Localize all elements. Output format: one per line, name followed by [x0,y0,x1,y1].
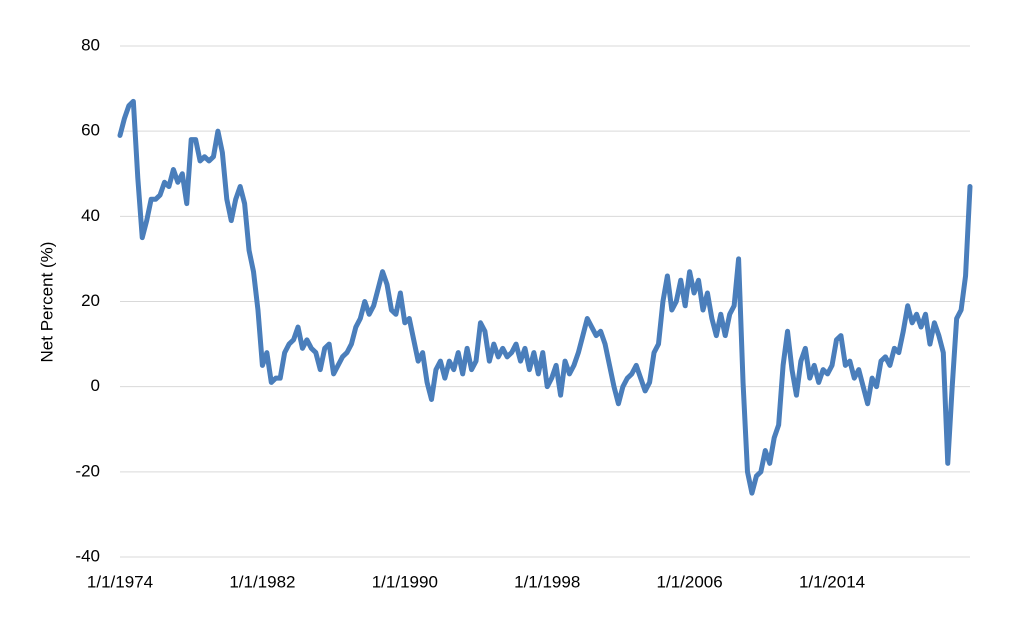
y-tick-label: 40 [81,206,100,225]
y-tick-label: -40 [75,546,100,565]
y-tick-label: 20 [81,291,100,310]
x-tick-label: 1/1/2006 [657,572,723,591]
x-tick-label: 1/1/1998 [514,572,580,591]
y-tick-label: 60 [81,121,100,140]
y-axis-label: Net Percent (%) [37,242,56,363]
y-tick-label: -20 [75,461,100,480]
y-tick-label: 0 [91,376,100,395]
x-tick-label: 1/1/2014 [799,572,865,591]
x-tick-label: 1/1/1990 [372,572,438,591]
y-tick-label: 80 [81,35,100,54]
x-tick-label: 1/1/1974 [87,572,153,591]
x-tick-label: 1/1/1982 [229,572,295,591]
data-line [117,98,973,496]
